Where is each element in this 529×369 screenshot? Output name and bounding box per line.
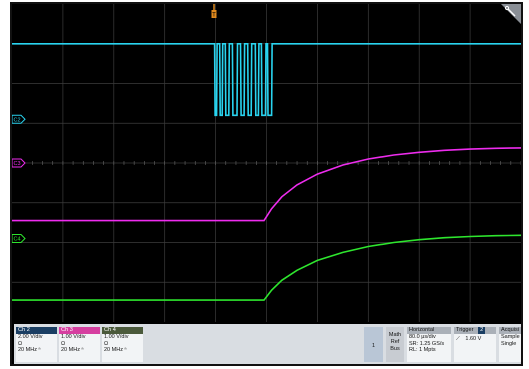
math-label: Math <box>388 332 402 338</box>
status-bar: Ch 2 2.00 V/div Ω 20 MHz ⁿ Ch 3 1.00 V/d… <box>14 324 521 364</box>
add-new-label: 1 <box>371 343 376 349</box>
ch3-marker-shape <box>12 158 26 168</box>
ch2-scale: 2.00 V/div <box>18 334 43 340</box>
ch4-settings-badge[interactable]: Ch 4 1.00 V/div Ω 20 MHz ⁿ <box>102 327 143 362</box>
trigger-position-marker[interactable]: T <box>211 4 217 19</box>
trigger-level: 1.60 V <box>465 336 482 342</box>
ch4-bandwidth: 20 MHz ⁿ <box>104 347 127 354</box>
horizontal-header: Horizontal <box>407 327 451 334</box>
ch3-header: Ch 3 <box>59 327 100 334</box>
math-ref-bus-button[interactable]: Math Ref Bus <box>386 327 404 362</box>
ch3-impedance-icon: Ω <box>61 340 66 347</box>
add-new-button[interactable]: 1 <box>364 327 383 362</box>
trace-ch3 <box>12 147 521 222</box>
horizontal-record-length: RL: 1 Mpts <box>409 347 436 354</box>
ch4-impedance-icon: Ω <box>104 340 109 347</box>
ch2-settings-badge[interactable]: Ch 2 2.00 V/div Ω 20 MHz ⁿ <box>16 327 57 362</box>
ch4-scale: 1.00 V/div <box>104 334 129 340</box>
traces <box>12 42 521 301</box>
ch4-header: Ch 4 <box>102 327 143 334</box>
ch4-marker-label: C4 <box>13 237 20 243</box>
ch3-offset-marker[interactable]: C3 <box>12 158 26 168</box>
bus-label: Bus <box>390 346 400 352</box>
ch4-offset-marker[interactable]: C4 <box>12 234 26 244</box>
trigger-slope-icon: ⟋ <box>456 336 460 342</box>
horizontal-settings-badge[interactable]: Horizontal 80.0 μs/div SR: 1.25 GS/s RL:… <box>407 327 451 362</box>
trace-ch4 <box>12 234 521 301</box>
acquisition-settings-badge[interactable]: Acquisi Sample Single <box>499 327 521 362</box>
trigger-channel-badge: 2 <box>478 327 486 334</box>
trigger-marker-label: T <box>212 13 216 19</box>
acquisition-run-state: Single <box>501 340 517 347</box>
trigger-header: Trigger <box>456 327 474 333</box>
acquisition-mode: Sample <box>501 334 520 340</box>
trigger-settings-badge[interactable]: Trigger 2 ⟋ 1.60 V <box>454 327 496 362</box>
ch2-impedance-icon: Ω <box>18 340 23 347</box>
ch2-header: Ch 2 <box>16 327 57 334</box>
ch3-marker-label: C3 <box>13 161 20 167</box>
ch4-marker-shape <box>12 234 26 244</box>
channel-markers: C2 C3 C4 <box>12 114 26 244</box>
ch3-settings-badge[interactable]: Ch 3 1.00 V/div Ω 20 MHz ⁿ <box>59 327 100 362</box>
horizontal-sample-rate: SR: 1.25 GS/s <box>409 340 445 347</box>
ch2-bandwidth: 20 MHz ⁿ <box>18 347 41 354</box>
ch3-bandwidth: 20 MHz ⁿ <box>61 347 84 354</box>
ch2-marker-label: C2 <box>13 117 20 123</box>
waveform-display: C2 C3 C4 T <box>12 4 521 322</box>
ch2-offset-marker[interactable]: C2 <box>12 114 26 124</box>
acquisition-header: Acquisi <box>499 327 521 334</box>
scope-window: C2 C3 C4 T Ch 2 2.00 V/div Ω 20 MHz ⁿ Ch 3… <box>10 2 523 366</box>
trace-ch2 <box>12 42 521 117</box>
ch3-scale: 1.00 V/div <box>61 334 86 340</box>
ch2-marker-shape <box>12 114 26 124</box>
ref-label: Ref <box>390 339 400 345</box>
horizontal-scale: 80.0 μs/div <box>409 334 436 340</box>
zoom-corner-icon[interactable] <box>501 4 521 24</box>
